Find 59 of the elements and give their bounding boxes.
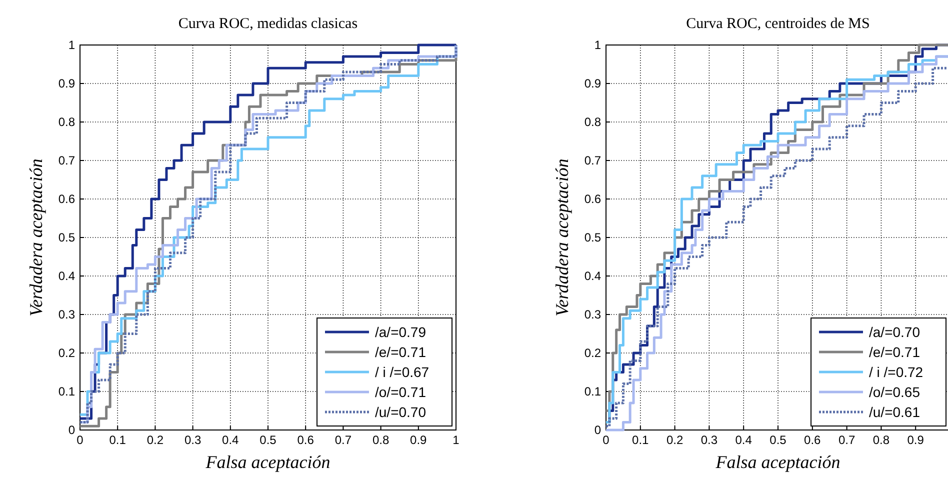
y-tick-label: 0.5 — [584, 230, 602, 244]
legend-label: / i /=0.67 — [375, 364, 430, 380]
chart-title: Curva ROC, centroides de MS — [686, 16, 870, 32]
x-tick-label: 0.9 — [410, 433, 428, 447]
y-tick-label: 0.1 — [584, 384, 602, 398]
y-tick-label: 1 — [68, 38, 76, 52]
y-tick-label: 0.9 — [584, 76, 602, 90]
legend-label: / i /=0.72 — [869, 364, 924, 380]
x-tick-label: 0.7 — [838, 433, 856, 447]
x-tick-label: 0.3 — [184, 433, 202, 447]
y-tick-label: 0.7 — [584, 154, 602, 168]
y-tick-label: 0.4 — [584, 269, 602, 283]
chart-title: Curva ROC, medidas clasicas — [178, 16, 358, 32]
x-tick-label: 0.7 — [334, 433, 352, 447]
y-tick-label: 0.2 — [584, 346, 602, 360]
x-tick-label: 0.2 — [666, 433, 684, 447]
x-axis-title: Falsa aceptación — [714, 452, 840, 472]
x-tick-label: 0 — [76, 433, 84, 447]
x-tick-label: 0 — [602, 433, 610, 447]
y-axis-title: Verdadera aceptación — [26, 158, 46, 316]
x-tick-label: 0.4 — [222, 433, 240, 447]
x-tick-label: 0.3 — [700, 433, 718, 447]
y-axis-title: Verdadera aceptación — [552, 158, 572, 316]
legend-label: /a/=0.70 — [869, 324, 920, 340]
x-axis-title: Falsa aceptación — [204, 452, 330, 472]
y-tick-label: 0.1 — [58, 384, 76, 398]
x-tick-label: 0.2 — [146, 433, 164, 447]
legend-label: /o/=0.71 — [375, 384, 426, 400]
x-tick-label: 1 — [452, 433, 460, 447]
y-tick-label: 0.6 — [58, 192, 76, 206]
legend-label: /u/=0.70 — [375, 404, 426, 420]
y-tick-label: 0 — [68, 423, 76, 437]
x-tick-label: 0.8 — [872, 433, 890, 447]
y-tick-label: 0.8 — [584, 115, 602, 129]
y-tick-label: 0.3 — [584, 308, 602, 322]
x-tick-label: 0.5 — [770, 433, 787, 447]
legend-label: /e/=0.71 — [869, 344, 920, 360]
y-tick-label: 0 — [594, 423, 602, 437]
legend-label: /o/=0.65 — [869, 384, 920, 400]
legend-label: /u/=0.61 — [869, 404, 920, 420]
y-tick-label: 0.9 — [58, 76, 76, 90]
y-tick-label: 0.5 — [58, 230, 76, 244]
y-tick-label: 0.7 — [58, 154, 76, 168]
x-tick-label: 0.5 — [260, 433, 277, 447]
y-tick-label: 0.8 — [58, 115, 76, 129]
y-tick-label: 0.4 — [58, 269, 76, 283]
y-tick-label: 0.6 — [584, 192, 602, 206]
x-tick-label: 0.1 — [632, 433, 650, 447]
x-tick-label: 0.9 — [907, 433, 924, 447]
x-tick-label: 0.6 — [804, 433, 822, 447]
x-tick-label: 0.6 — [297, 433, 314, 447]
y-tick-label: 0.3 — [58, 308, 76, 322]
y-tick-label: 0.2 — [58, 346, 76, 360]
y-tick-label: 1 — [594, 38, 602, 52]
legend-label: /e/=0.71 — [375, 344, 426, 360]
legend-label: /a/=0.79 — [375, 324, 426, 340]
x-tick-label: 0.8 — [372, 433, 390, 447]
x-tick-label: 0.4 — [735, 433, 752, 447]
x-tick-label: 0.1 — [109, 433, 126, 447]
